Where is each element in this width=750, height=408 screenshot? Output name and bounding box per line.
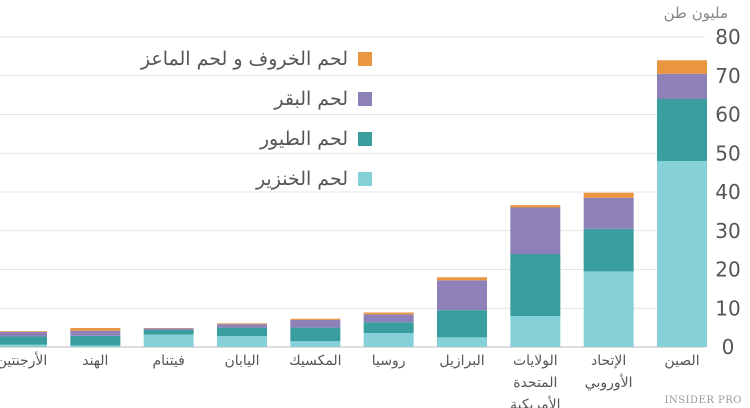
y-tick-label: 0 xyxy=(722,335,735,359)
bar-segment xyxy=(217,327,267,337)
bar-segment xyxy=(583,271,634,347)
bar-segment xyxy=(657,73,707,99)
bar-segment xyxy=(583,192,634,198)
bar-segment xyxy=(437,277,487,281)
y-tick-label: 60 xyxy=(715,103,740,127)
legend-item: لحم الخنزير xyxy=(256,168,372,190)
bar-segment xyxy=(510,207,561,254)
bar-segment xyxy=(70,335,121,346)
bar-segment xyxy=(363,333,414,347)
x-tick-label: البرازيل xyxy=(439,353,485,369)
bar-segment xyxy=(143,329,194,335)
bar-segment xyxy=(290,318,341,320)
bar-segment xyxy=(363,314,414,323)
bar-segment xyxy=(217,324,267,328)
legend-label: لحم الخروف و لحم الماعز xyxy=(140,48,348,70)
bar-segment xyxy=(0,344,47,347)
legend-swatch xyxy=(358,52,372,66)
x-tick-label: الهند xyxy=(82,353,109,369)
bar-segment xyxy=(0,331,47,337)
legend-label: لحم الطيور xyxy=(259,128,348,150)
bar-segment xyxy=(217,336,267,347)
bar-segment xyxy=(657,161,707,347)
x-tick-label: الإتحاد الأوروبي xyxy=(584,353,633,391)
y-tick-label: 70 xyxy=(715,64,740,88)
x-tick-label: الولايات المتحدة الأمريكية xyxy=(510,353,561,408)
bar-segment xyxy=(290,327,341,342)
bar-segment xyxy=(437,280,487,311)
legend-label: لحم الخنزير xyxy=(255,168,348,190)
bar-segment xyxy=(70,330,121,336)
legend-swatch xyxy=(358,92,372,106)
bar-segment xyxy=(290,319,341,328)
bar-segment xyxy=(583,228,634,272)
legend-item: لحم الخروف و لحم الماعز xyxy=(141,48,372,70)
bar-segment xyxy=(437,310,487,338)
bar-segment xyxy=(290,341,341,347)
bar-segment xyxy=(363,312,414,315)
y-tick-label: 50 xyxy=(715,141,740,165)
y-tick-label: 80 xyxy=(715,25,740,49)
unit-label: مليون طن xyxy=(663,4,728,22)
legend-item: لحم البقر xyxy=(274,88,372,110)
x-tick-label: روسيا xyxy=(371,353,406,369)
bar-segment xyxy=(0,331,47,332)
bar-segment xyxy=(70,328,121,331)
legend-swatch xyxy=(358,172,372,186)
bar-segment xyxy=(143,334,194,347)
legend-item: لحم الطيور xyxy=(260,128,372,150)
bar-segment xyxy=(510,316,561,347)
y-tick-label: 20 xyxy=(715,258,740,282)
y-tick-label: 30 xyxy=(715,219,740,243)
x-tick-label: الصين xyxy=(664,353,700,369)
bar-segment xyxy=(437,337,487,347)
x-tick-label: اليابان xyxy=(224,353,260,369)
x-tick-label: المكسيك xyxy=(289,353,342,369)
bar-segment xyxy=(143,328,194,330)
bar-segment xyxy=(657,99,707,161)
bar-segment xyxy=(363,322,414,334)
x-tick-label: الأرجنتين xyxy=(0,353,48,369)
y-tick-label: 40 xyxy=(715,180,740,204)
legend-swatch xyxy=(358,132,372,146)
bar-segment xyxy=(583,197,634,229)
bar-segment xyxy=(510,205,561,208)
legend-label: لحم البقر xyxy=(274,88,348,110)
bar-segment xyxy=(217,323,267,325)
y-tick-label: 10 xyxy=(715,296,740,320)
bar-segment xyxy=(510,254,561,316)
logo: INSIDER PRO xyxy=(664,395,742,406)
bar-segment xyxy=(657,60,707,74)
bar-segment xyxy=(0,336,47,345)
bar-segment xyxy=(70,345,121,347)
x-tick-label: فيتنام xyxy=(152,353,185,369)
